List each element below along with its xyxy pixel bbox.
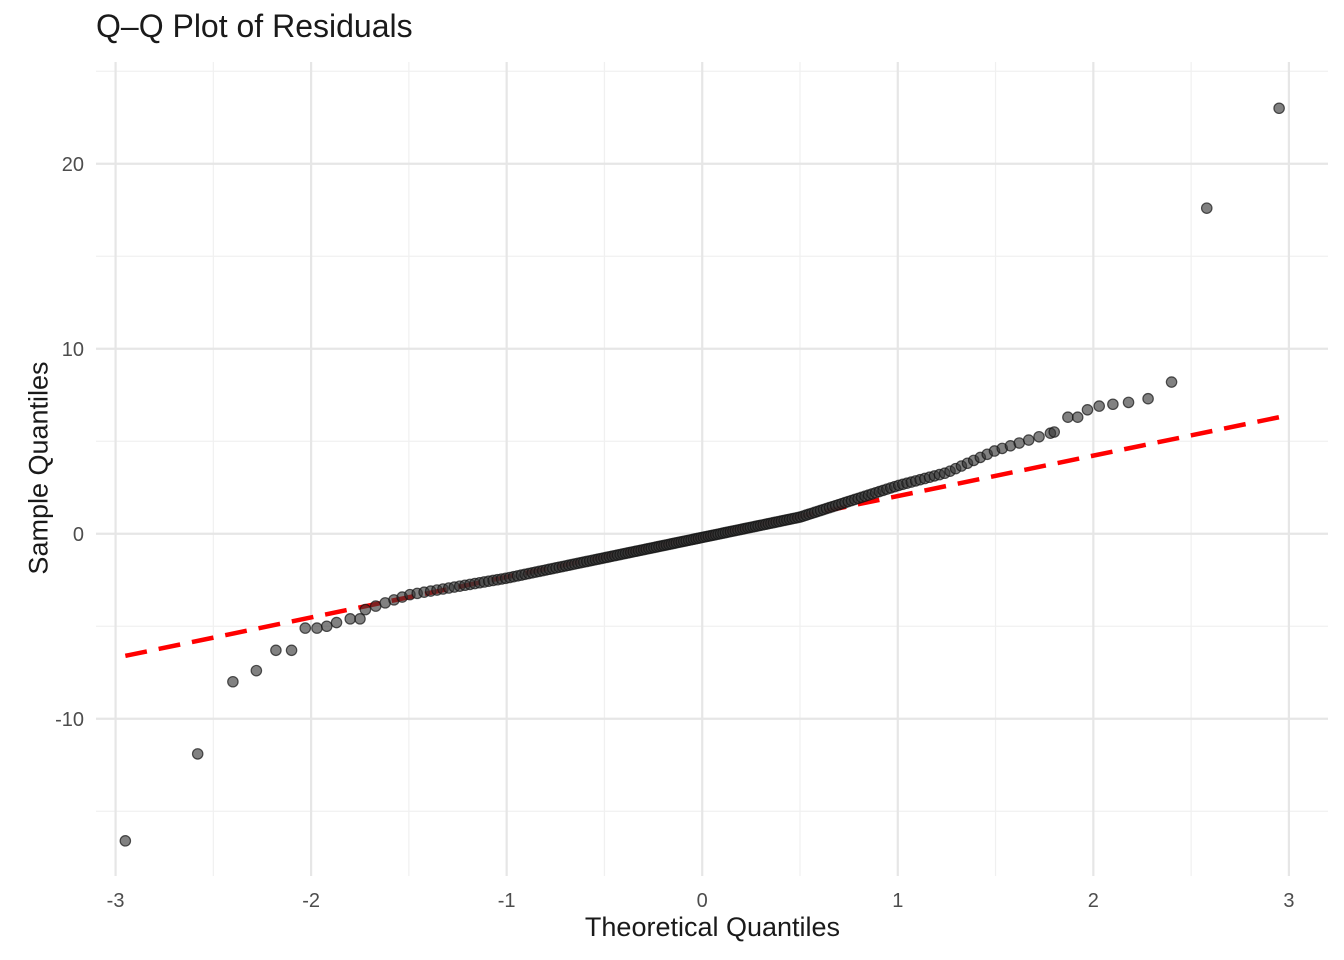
data-point <box>1165 376 1178 388</box>
y-axis-label: Sample Quantiles <box>23 361 54 575</box>
data-point <box>1062 411 1074 423</box>
y-tick-labels: -10 0 10 20 <box>55 154 84 731</box>
data-point <box>299 622 312 634</box>
data-point <box>1048 426 1061 438</box>
data-point <box>227 675 239 688</box>
data-point <box>191 748 204 760</box>
y-tick-label: 20 <box>62 154 84 176</box>
y-tick-label: 10 <box>62 339 84 361</box>
x-axis-label: Theoretical Quantiles <box>584 912 841 942</box>
x-tick-label: -3 <box>107 890 125 912</box>
data-point <box>1081 403 1094 416</box>
data-point <box>320 620 333 633</box>
data-point <box>330 616 343 629</box>
data-point <box>369 600 382 612</box>
data-point <box>270 644 282 657</box>
data-point <box>1107 398 1119 411</box>
data-point <box>359 603 372 616</box>
x-tick-label: 3 <box>1283 890 1294 912</box>
x-tick-labels: -3 -2 -1 0 1 2 3 <box>107 890 1295 912</box>
data-point <box>1022 434 1035 446</box>
data-point <box>344 613 357 625</box>
minor-grid <box>96 62 1328 876</box>
points-group <box>119 102 1285 847</box>
y-tick-label: 0 <box>73 524 84 546</box>
x-tick-label: -1 <box>498 890 516 912</box>
data-point <box>1033 430 1045 443</box>
data-point <box>1071 411 1084 423</box>
x-tick-label: -2 <box>302 890 320 912</box>
y-tick-label: -10 <box>55 709 84 731</box>
x-tick-label: 0 <box>697 890 708 912</box>
data-point <box>1122 396 1135 409</box>
x-tick-label: 2 <box>1088 890 1099 912</box>
data-point <box>250 664 263 677</box>
data-point <box>311 622 323 634</box>
x-tick-label: 1 <box>892 890 903 912</box>
data-point <box>1093 400 1105 412</box>
data-point <box>1200 202 1213 214</box>
data-point <box>1273 102 1285 115</box>
major-grid <box>96 62 1328 876</box>
data-point <box>354 613 366 625</box>
data-point <box>1013 437 1026 449</box>
chart-title: Q–Q Plot of Residuals <box>96 8 413 44</box>
data-point <box>285 644 298 657</box>
data-point <box>1142 392 1154 405</box>
data-point <box>119 835 132 847</box>
